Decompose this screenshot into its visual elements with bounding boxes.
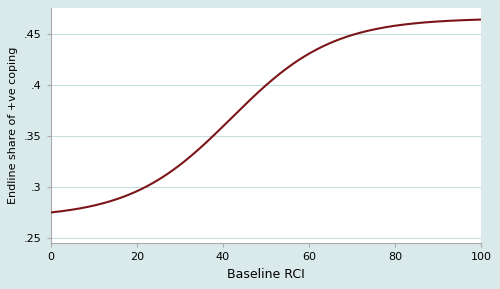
Y-axis label: Endline share of +ve coping: Endline share of +ve coping	[8, 47, 18, 204]
X-axis label: Baseline RCI: Baseline RCI	[227, 268, 305, 281]
